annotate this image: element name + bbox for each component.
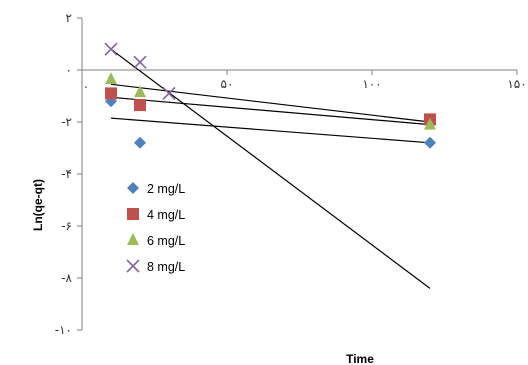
x-tick-label: ۵۰	[221, 77, 234, 91]
data-point	[105, 72, 117, 85]
trendline	[110, 83, 431, 123]
y-tick-label: -۲	[61, 115, 72, 129]
marker-stroke	[162, 86, 176, 100]
tick-labels: ۲ ۰ -۲ -۴ -۶ -۸ -۱۰. ۵۰ ۱۰۰ ۱۵۰	[55, 11, 527, 337]
data-point	[424, 136, 436, 149]
marker-stroke	[126, 259, 140, 273]
x-tick-label: ۱۰۰	[362, 77, 381, 91]
legend-label: 6 mg/L	[147, 234, 185, 248]
data-point	[134, 99, 146, 112]
legend-marker	[127, 233, 139, 245]
data-point	[133, 55, 147, 69]
legend-label: 8 mg/L	[147, 260, 185, 274]
y-tick-label: ۰	[66, 63, 72, 77]
legend-label: 4 mg/L	[147, 208, 185, 222]
x-tick-label: .	[84, 77, 88, 91]
y-tick-label: -۶	[61, 219, 72, 233]
trendline	[110, 96, 431, 126]
data-point	[104, 42, 118, 56]
trendlines	[110, 48, 431, 289]
marker-stroke	[133, 55, 147, 69]
axes	[77, 17, 518, 331]
y-tick-label: -۴	[61, 167, 72, 181]
data-point	[162, 86, 176, 100]
legend-label: 2 mg/L	[147, 182, 185, 196]
legend-marker	[126, 259, 140, 273]
data-points	[104, 42, 436, 149]
legend-marker	[127, 182, 139, 194]
data-point	[134, 85, 146, 98]
marker-stroke	[104, 42, 118, 56]
data-point	[105, 87, 117, 100]
y-tick-label: -۸	[61, 271, 72, 285]
trendline	[110, 48, 431, 289]
data-point	[424, 117, 436, 130]
data-point	[134, 136, 146, 149]
legend-marker	[127, 208, 139, 220]
y-tick-label: -۱۰	[55, 323, 72, 337]
y-tick-label: ۲	[66, 11, 72, 25]
legend: 2 mg/L 4 mg/L 6 mg/L 8 mg/L	[126, 182, 185, 274]
x-axis-title: Time	[346, 352, 374, 365]
trendline	[110, 117, 431, 144]
y-axis-title: Ln(qe-qt)	[31, 179, 45, 231]
x-tick-label: ۱۵۰	[507, 77, 526, 91]
